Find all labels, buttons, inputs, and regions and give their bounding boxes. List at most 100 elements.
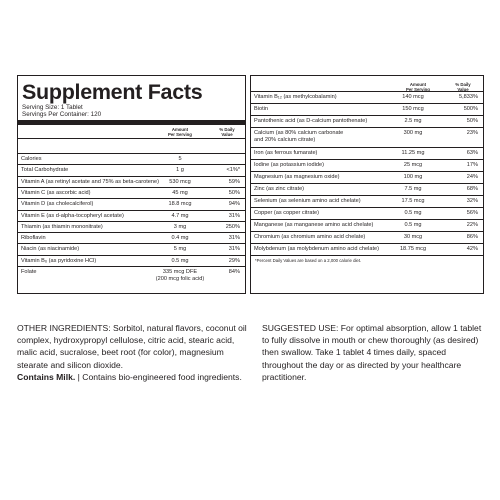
- nutrient-row: Vitamin D (as cholecalciferol) 18.8 mcg 94…: [18, 198, 245, 209]
- nutrient-name: Copper (as copper citrate): [254, 210, 319, 216]
- nutrient-daily-value: 500%: [463, 106, 478, 112]
- nutrient-row: Zinc (as zinc citrate) 7.5 mg 68%: [251, 183, 483, 195]
- nutrient-name: Molybdenum (as molybdenum amino acid che…: [254, 246, 379, 252]
- nutrient-name: Vitamin C (as ascorbic acid): [21, 189, 91, 196]
- nutrient-amount: 18.75 mcg: [399, 246, 427, 252]
- nutrient-row: Calcium (as 80% calcium carbonate and 20%…: [251, 127, 483, 147]
- nutrient-amount: 0.5 mg: [404, 210, 422, 216]
- nutrient-name: Magnesium (as magnesium oxide): [254, 174, 340, 180]
- supplement-facts-title: Supplement Facts: [22, 80, 203, 104]
- nutrient-amount: 5 mg: [173, 246, 187, 253]
- nutrient-name: Manganese (as manganese amino acid chela…: [254, 222, 374, 228]
- amount-per-serving-header: Amount Per Serving: [406, 82, 430, 92]
- nutrient-row: Manganese (as manganese amino acid chela…: [251, 219, 483, 231]
- allergen-statement: Contains Milk.: [17, 371, 76, 382]
- nutrient-row: Thiamin (as thiamin mononitrate) 3 mg 250%: [18, 220, 245, 232]
- nutrient-amount: 2.5 mg: [404, 118, 422, 124]
- nutrient-row: Vitamin E (as d-alpha-tocopheryl acetate…: [18, 209, 245, 221]
- nutrient-row: Total Carbohydrate 1 g <1%*: [18, 164, 245, 175]
- supplement-facts-panel-right: Amount Per Serving % Daily Value Vitamin…: [250, 75, 484, 294]
- nutrient-name: Selenium (as selenium amino acid chelate…: [254, 198, 361, 204]
- nutrient-amount: 7.5 mg: [404, 186, 422, 192]
- nutrient-amount: 30 mcg: [403, 234, 423, 240]
- nutrient-name: Calories: [21, 156, 42, 162]
- nutrient-daily-value: <1%*: [226, 167, 240, 174]
- nutrient-name: Thiamin (as thiamin mononitrate): [21, 223, 103, 230]
- daily-value-header: % Daily Value: [219, 127, 235, 137]
- nutrient-daily-value: 42%: [466, 246, 478, 252]
- nutrient-daily-value: 59%: [228, 178, 240, 185]
- nutrient-amount: 17.5 mcg: [401, 198, 425, 204]
- nutrient-name: Zinc (as zinc citrate): [254, 186, 305, 192]
- nutrient-amount: 140 mcg: [402, 94, 424, 100]
- nutrient-amount: 0.4 mg: [171, 235, 189, 242]
- nutrient-row: Vitamin B₆ (as pyridoxine HCl) 0.5 mg 29%: [18, 254, 245, 266]
- nutrient-name: Total Carbohydrate: [21, 167, 69, 174]
- amount-per-serving-header: Amount Per Serving: [168, 127, 192, 137]
- nutrient-row: Riboflavin 0.4 mg 31%: [18, 232, 245, 243]
- nutrient-amount: 4.7 mg: [171, 212, 189, 219]
- nutrient-name: Vitamin B₆ (as pyridoxine HCl): [21, 257, 97, 264]
- nutrient-row: Pantothenic acid (as D-calcium pantothen…: [251, 115, 483, 127]
- nutrient-name: Niacin (as niacinamide): [21, 246, 80, 253]
- nutrient-amount: 3 mg: [173, 223, 187, 230]
- nutrient-amount: 45 mg: [172, 189, 188, 196]
- nutrient-row: Selenium (as selenium amino acid chelate…: [251, 195, 483, 207]
- footnote-divider: [251, 255, 483, 256]
- nutrient-name: Vitamin E (as d-alpha-tocopheryl acetate…: [21, 212, 124, 219]
- nutrient-daily-value: 84%: [228, 269, 240, 275]
- nutrient-row: Vitamin B₁₂ (as methylcobalamin) 140 mcg 5…: [251, 91, 483, 103]
- nutrient-daily-value: 17%: [466, 162, 478, 168]
- nutrient-daily-value: 31%: [228, 246, 240, 253]
- nutrient-daily-value: 29%: [228, 257, 240, 264]
- nutrient-daily-value: 31%: [228, 235, 240, 242]
- nutrient-daily-value: 94%: [228, 201, 240, 208]
- nutrient-amount: 1 g: [176, 167, 184, 174]
- nutrient-row: Copper (as copper citrate) 0.5 mg 56%: [251, 207, 483, 219]
- nutrient-daily-value: 23%: [466, 130, 478, 136]
- nutrient-name: Iodine (as potassium iodide): [254, 162, 324, 168]
- nutrient-daily-value: 86%: [466, 234, 478, 240]
- nutrient-name: Biotin: [254, 106, 268, 112]
- nutrient-amount: 0.5 mg: [404, 222, 422, 228]
- nutrient-amount: 100 mg: [403, 174, 423, 180]
- nutrient-row: Molybdenum (as molybdenum amino acid che…: [251, 243, 483, 255]
- nutrient-daily-value: 24%: [466, 174, 478, 180]
- nutrient-name: Pantothenic acid (as D-calcium pantothen…: [254, 118, 368, 124]
- nutrient-amount: 25 mcg: [403, 162, 423, 168]
- nutrient-amount-detail: (200 mcg folic acid): [155, 275, 205, 282]
- nutrient-row: Biotin 150 mcg 500%: [251, 103, 483, 115]
- nutrient-name: Riboflavin: [21, 235, 46, 242]
- supplement-facts-panel-left: Supplement Facts Serving Size: 1 Tablet …: [17, 75, 246, 294]
- daily-value-header: % Daily Value: [455, 82, 471, 92]
- nutrient-name: Chromium (as chromium amino acid chelate…: [254, 234, 366, 240]
- other-ingredients-text: OTHER INGREDIENTS: Sorbitol, natural fla…: [17, 323, 247, 370]
- servings-per-container: Servings Per Container: 120: [22, 111, 102, 118]
- nutrient-amount: 150 mcg: [402, 106, 424, 112]
- nutrient-row: Vitamin A (as retinyl acetate and 75% as…: [18, 175, 245, 187]
- thick-divider: [18, 120, 245, 125]
- nutrient-amount: 11.25 mg: [401, 150, 425, 156]
- header-divider: [18, 138, 245, 139]
- nutrient-amount: 18.8 mcg: [168, 201, 192, 208]
- suggested-use: SUGGESTED USE: For optimal absorption, a…: [262, 322, 486, 383]
- nutrient-row: Calories 5: [18, 153, 245, 164]
- other-ingredients: OTHER INGREDIENTS: Sorbitol, natural fla…: [17, 322, 247, 383]
- nutrient-row: Iodine (as potassium iodide) 25 mcg 17%: [251, 159, 483, 171]
- nutrient-name: Calcium (as 80% calcium carbonate: [254, 130, 344, 136]
- nutrient-daily-value: 56%: [466, 210, 478, 216]
- nutrient-row: Folate 335 mcg DFE (200 mcg folic acid) 84%: [18, 266, 245, 283]
- serving-size: Serving Size: 1 Tablet: [22, 104, 83, 111]
- nutrient-daily-value: 68%: [466, 186, 478, 192]
- nutrient-amount: 0.5 mg: [171, 257, 189, 264]
- nutrient-name: Folate: [21, 269, 37, 275]
- nutrient-row: Chromium (as chromium amino acid chelate…: [251, 231, 483, 243]
- nutrient-name-continued: and 20% calcium citrate): [254, 136, 316, 143]
- nutrient-amount: 335 mcg DFE: [162, 269, 198, 275]
- nutrient-name: Vitamin D (as cholecalciferol): [21, 201, 94, 208]
- nutrient-row: Magnesium (as magnesium oxide) 100 mg 24%: [251, 171, 483, 183]
- nutrient-amount: 300 mg: [403, 130, 423, 136]
- nutrient-row: Niacin (as niacinamide) 5 mg 31%: [18, 243, 245, 254]
- nutrient-row: Vitamin C (as ascorbic acid) 45 mg 50%: [18, 186, 245, 198]
- nutrient-name: Vitamin B₁₂ (as methylcobalamin): [254, 94, 337, 100]
